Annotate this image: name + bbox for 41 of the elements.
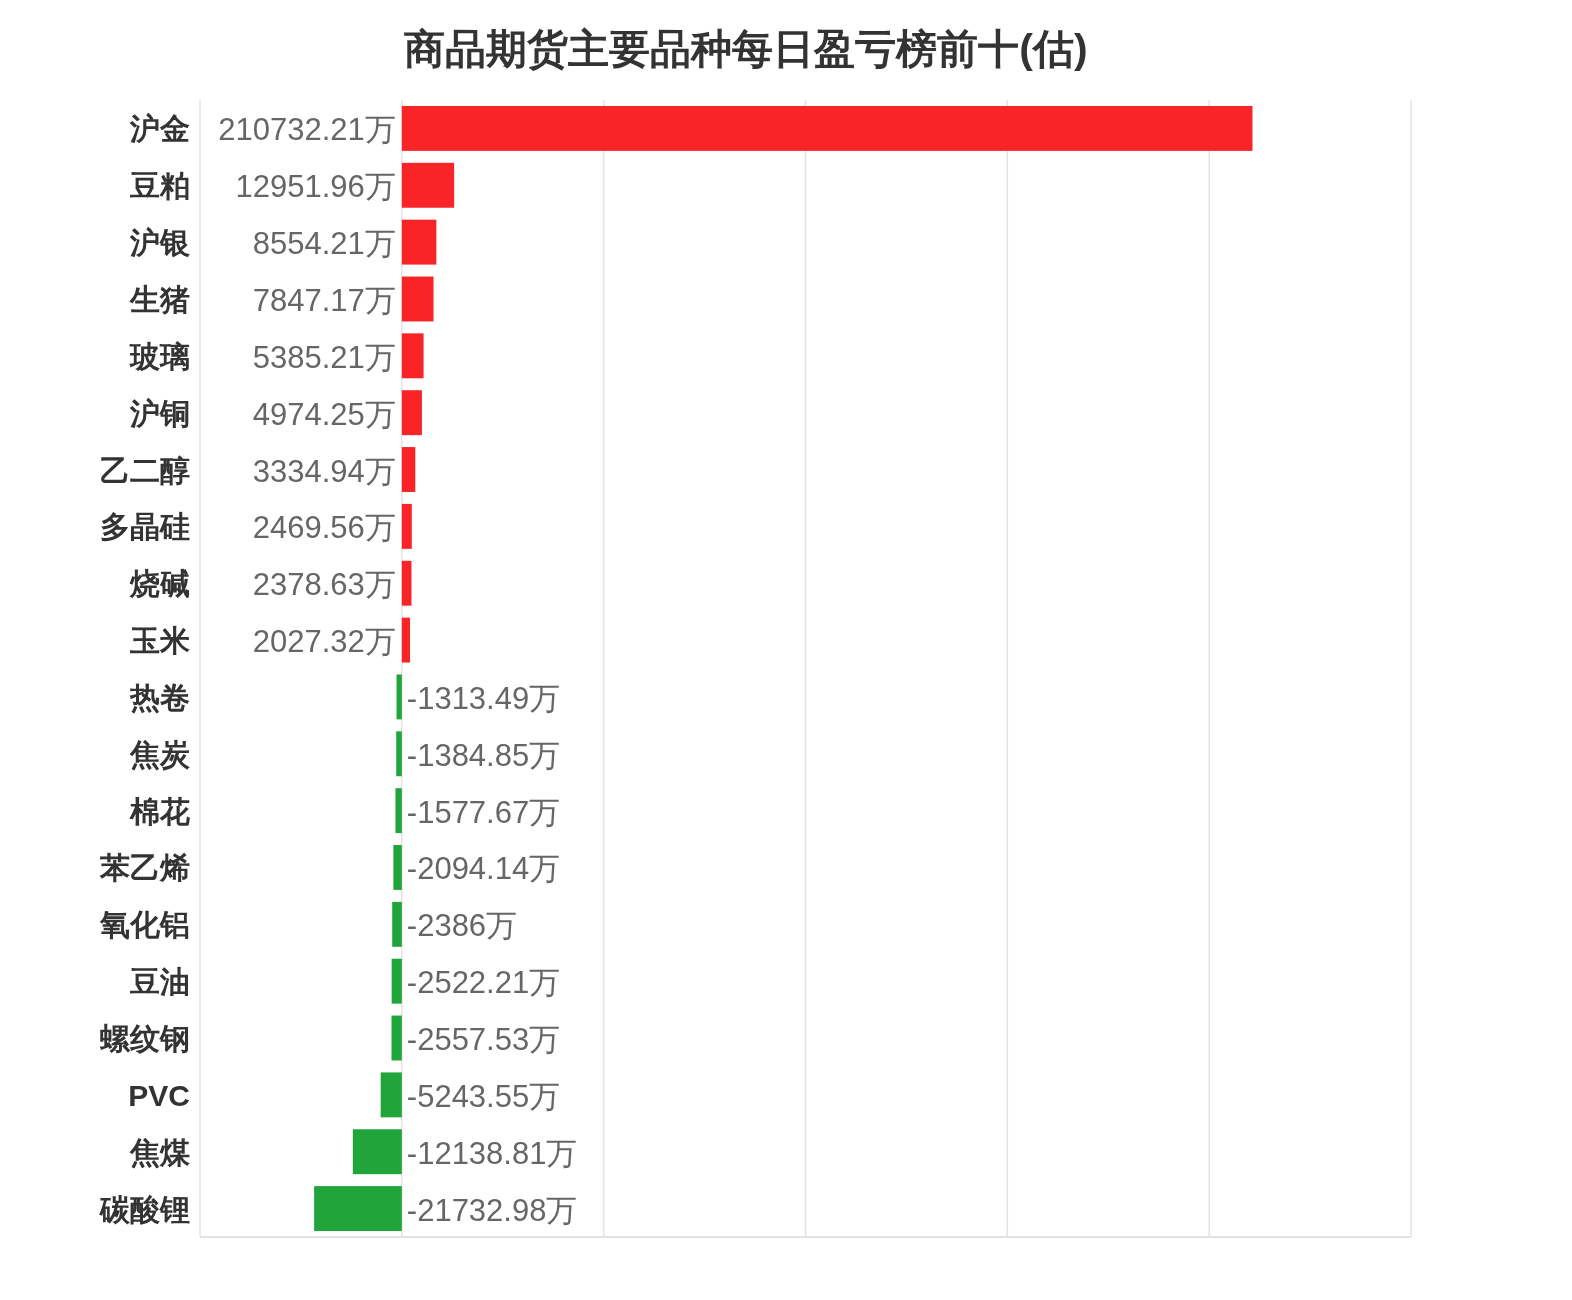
category: 豆油 [130,965,190,999]
value-label: -1313.49万 [406,680,561,716]
value-label: 2378.63万 [252,567,396,603]
category: 热卷 [130,680,190,714]
category: 碳酸锂 [100,1192,190,1226]
value-label: -2094.14万 [406,851,561,887]
category: 沪银 [130,226,190,260]
value-label: 5385.21万 [252,339,396,375]
category: 沪铜 [130,396,190,430]
title: 商品期货主要品种每日盈亏榜前十(估) [404,26,1088,72]
value-label: 8554.21万 [252,226,396,262]
value-label: 210732.21万 [218,112,396,148]
category: 玉米 [130,624,190,658]
category: 生猪 [130,283,190,316]
value-label: 3334.94万 [252,453,396,489]
value-label: 2027.32万 [252,624,396,660]
value-label: -21732.98万 [406,1192,578,1228]
category: 焦煤 [130,1135,190,1169]
category: 螺纹钢 [100,1022,190,1056]
value-label: -1577.67万 [406,794,561,830]
category: 氧化铝 [100,908,190,942]
value-label: -5243.55万 [406,1078,561,1114]
category: 乙二醇 [100,453,190,487]
category: PVC [128,1078,190,1112]
value-label: 7847.17万 [252,283,396,318]
value-label: -12138.81万 [406,1135,578,1171]
category: 棉花 [130,794,190,828]
value-label: 2469.56万 [252,510,396,546]
category: 玻璃 [130,339,190,373]
value-label: -1384.85万 [406,737,561,773]
value-label: -2522.21万 [406,965,561,1001]
value-label: -2557.53万 [406,1022,561,1058]
category: 苯乙烯 [100,851,190,885]
category: 沪金 [130,112,190,146]
value-label: 4974.25万 [252,396,396,432]
category: 豆粕 [130,169,190,203]
category: 多晶硅 [100,510,190,544]
category: 烧碱 [130,567,190,601]
value-label: -2386万 [406,908,518,944]
value-label: 12951.96万 [235,169,396,205]
category: 焦炭 [130,737,190,771]
